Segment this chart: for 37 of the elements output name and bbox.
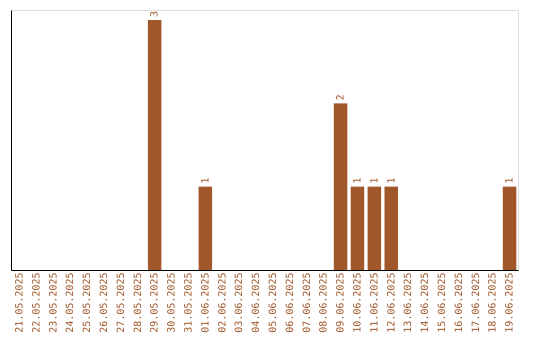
x-tick-label: 18.06.2025 [488, 272, 499, 333]
x-tick-label: 30.05.2025 [166, 272, 178, 333]
x-tick-label: 23.05.2025 [48, 272, 60, 333]
x-tick-label: 29.05.2025 [150, 272, 161, 333]
x-tick-label: 09.06.2025 [336, 272, 347, 333]
x-tick-label: 27.05.2025 [116, 272, 127, 333]
data-label: 1 [352, 178, 364, 184]
x-tick-label: 16.06.2025 [454, 272, 465, 333]
x-tick-label: 04.06.2025 [251, 272, 262, 333]
x-tick-label: 17.06.2025 [470, 272, 482, 333]
x-tick-label: 08.06.2025 [318, 272, 330, 333]
x-tick-label: 26.05.2025 [98, 272, 110, 333]
x-tick-label: 11.06.2025 [369, 272, 380, 333]
x-tick-label: 01.06.2025 [200, 272, 212, 333]
data-label: 1 [200, 178, 212, 184]
x-tick-label: 14.06.2025 [420, 272, 432, 333]
x-tick-label: 12.06.2025 [386, 272, 398, 333]
data-label: 1 [369, 178, 380, 184]
x-tick-label: 13.06.2025 [403, 272, 414, 333]
x-tick-label: 31.05.2025 [183, 272, 194, 333]
x-tick-label: 28.05.2025 [132, 272, 144, 333]
x-tick-label: 07.06.2025 [302, 272, 313, 333]
data-label: 3 [150, 10, 161, 17]
x-tick-label: 19.06.2025 [504, 272, 516, 333]
x-tick-label: 06.06.2025 [284, 272, 296, 333]
x-tick-label: 21.05.2025 [14, 272, 26, 333]
x-tick-label: 03.06.2025 [234, 272, 246, 333]
data-label: 1 [504, 178, 516, 184]
data-label: 1 [386, 178, 398, 184]
x-tick-label: 15.06.2025 [436, 272, 448, 333]
x-tick-label: 02.06.2025 [217, 272, 228, 333]
x-tick-label: 05.06.2025 [268, 272, 279, 333]
x-tick-label: 25.05.2025 [82, 272, 94, 333]
data-label: 2 [336, 94, 347, 100]
x-tick-label: 10.06.2025 [352, 272, 364, 333]
x-tick-label: 22.05.2025 [31, 272, 42, 333]
x-tick-label: 24.05.2025 [65, 272, 76, 333]
